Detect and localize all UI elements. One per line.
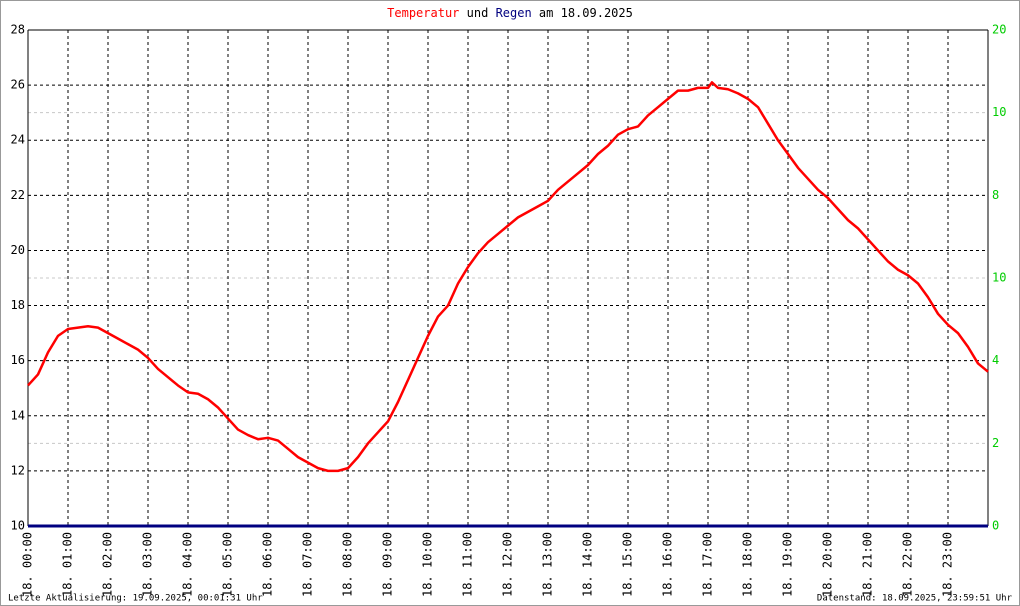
x-tick-label: 18. 13:00 (541, 532, 555, 597)
y-tick-label: 26 (11, 78, 25, 92)
x-tick-label: 18. 16:00 (661, 532, 675, 597)
x-tick-label: 18. 20:00 (821, 532, 835, 597)
title-part: und (467, 6, 489, 20)
x-tick-label: 18. 01:00 (61, 532, 75, 597)
x-tick-label: 18. 00:00 (21, 532, 35, 597)
footer-right: Datenstand: 18.09.2025, 23:59:51 Uhr (817, 594, 1013, 604)
y2-tick-label: 2 (992, 436, 999, 450)
x-tick-label: 18. 17:00 (701, 532, 715, 597)
y2-tick-label: 8 (992, 188, 999, 202)
x-tick-label: 18. 23:00 (941, 532, 955, 597)
title-part: Regen (496, 6, 532, 20)
y-tick-label: 24 (11, 133, 25, 147)
x-tick-label: 18. 03:00 (141, 532, 155, 597)
title-part: am 18.09.2025 (539, 6, 633, 20)
y-tick-label: 18 (11, 298, 25, 312)
y2-tick-label: 10 (992, 105, 1006, 119)
y2-tick-label: 10 (992, 271, 1006, 285)
x-tick-label: 18. 09:00 (381, 532, 395, 597)
x-tick-label: 18. 15:00 (621, 532, 635, 597)
x-tick-label: 18. 07:00 (301, 532, 315, 597)
x-tick-label: 18. 08:00 (341, 532, 355, 597)
chart-title: Temperatur und Regen am 18.09.2025 (387, 6, 633, 20)
x-tick-label: 18. 02:00 (101, 532, 115, 597)
footer-left: Letzte Aktualisierung: 19.09.2025, 00:01… (8, 594, 263, 604)
x-tick-label: 18. 10:00 (421, 532, 435, 597)
x-tick-label: 18. 18:00 (741, 532, 755, 597)
y-tick-label: 12 (11, 463, 25, 477)
y-tick-label: 16 (11, 353, 25, 367)
y-tick-label: 14 (11, 408, 25, 422)
x-tick-label: 18. 21:00 (861, 532, 875, 597)
x-tick-label: 18. 12:00 (501, 532, 515, 597)
y2-tick-label: 20 (992, 23, 1006, 37)
x-tick-label: 18. 05:00 (221, 532, 235, 597)
title-part: Temperatur (387, 6, 459, 20)
x-tick-label: 18. 11:00 (461, 532, 475, 597)
y2-tick-label: 4 (992, 353, 999, 367)
x-tick-label: 18. 19:00 (781, 532, 795, 597)
y-tick-label: 22 (11, 188, 25, 202)
y-tick-label: 10 (11, 519, 25, 533)
y-tick-label: 20 (11, 243, 25, 257)
y-tick-label: 28 (11, 23, 25, 37)
x-tick-label: 18. 14:00 (581, 532, 595, 597)
x-tick-label: 18. 04:00 (181, 532, 195, 597)
series-line (27, 81, 989, 473)
x-tick-label: 18. 22:00 (901, 532, 915, 597)
y2-tick-label: 0 (992, 519, 999, 533)
x-tick-label: 18. 06:00 (261, 532, 275, 597)
